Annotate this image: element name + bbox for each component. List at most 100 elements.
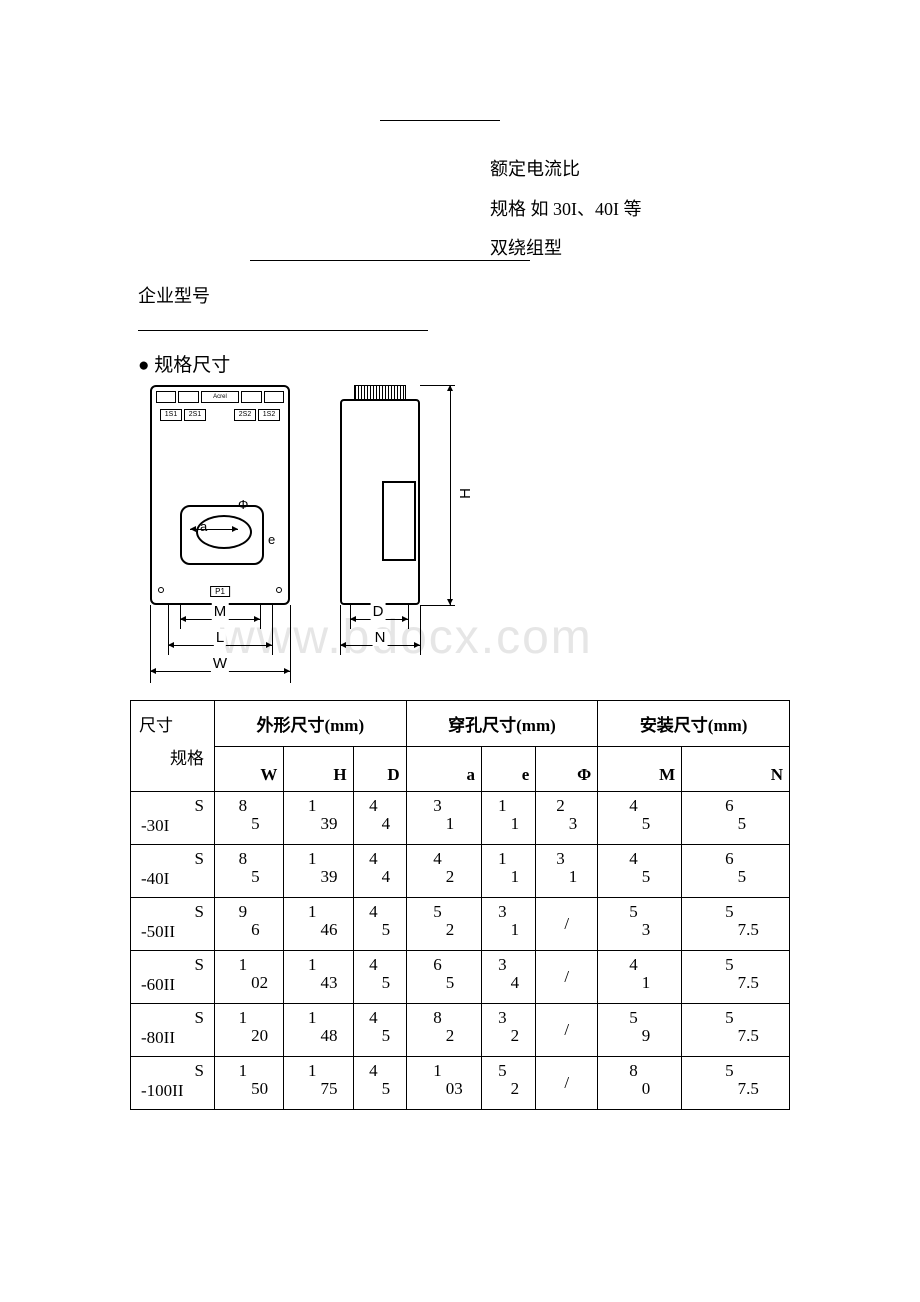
cell-d: 45 [353, 898, 406, 951]
cell-h: 143 [284, 951, 353, 1004]
cell-model: S-50II [131, 898, 215, 951]
col-n: N [682, 747, 790, 792]
cell-a: 103 [406, 1057, 481, 1110]
cell-n: 57.5 [682, 1004, 790, 1057]
cell-w: 150 [215, 1057, 284, 1110]
table-row: S-80II120148458232/5957.5 [131, 1004, 790, 1057]
cell-h: 148 [284, 1004, 353, 1057]
cell-h: 146 [284, 898, 353, 951]
col-d: D [353, 747, 406, 792]
cell-e: 32 [481, 1004, 535, 1057]
strip-seg [264, 391, 284, 403]
model-decode-labels: 额定电流比 规格 如 30I、40I 等 双绕组型 [490, 150, 642, 269]
cell-e: 11 [481, 792, 535, 845]
cell-w: 96 [215, 898, 284, 951]
col-phi: Φ [536, 747, 598, 792]
col-w: W [215, 747, 284, 792]
table-row: S-60II102143456534/4157.5 [131, 951, 790, 1004]
cell-d: 45 [353, 1057, 406, 1110]
strip-seg [156, 391, 176, 403]
label-company-model: 企业型号 [138, 282, 210, 308]
hole-plate [180, 505, 264, 565]
cell-e: 31 [481, 898, 535, 951]
table-head: 尺寸 规格 外形尺寸(mm) 穿孔尺寸(mm) 安装尺寸(mm) W H D a… [131, 701, 790, 792]
document-page: 额定电流比 规格 如 30I、40I 等 双绕组型 企业型号 ● 规格尺寸 ww… [0, 0, 920, 160]
table-row: S-30I85139443111234565 [131, 792, 790, 845]
dim-label-l: L [214, 629, 226, 646]
cell-phi: 31 [536, 845, 598, 898]
terminal: 2S1 [184, 409, 206, 421]
cell-model: S-100II [131, 1057, 215, 1110]
cell-a: 82 [406, 1004, 481, 1057]
cell-d: 45 [353, 1004, 406, 1057]
cell-phi: / [536, 1057, 598, 1110]
label-double-winding: 双绕组型 [490, 229, 642, 269]
terminal: 1S1 [160, 409, 182, 421]
strip-seg [241, 391, 261, 403]
cell-a: 31 [406, 792, 481, 845]
cell-model: S-80II [131, 1004, 215, 1057]
table-row: S-100II1501754510352/8057.5 [131, 1057, 790, 1110]
cell-phi: / [536, 898, 598, 951]
cell-e: 11 [481, 845, 535, 898]
cell-m: 45 [598, 845, 682, 898]
cell-d: 44 [353, 792, 406, 845]
cell-h: 139 [284, 845, 353, 898]
cell-w: 85 [215, 845, 284, 898]
cell-phi: / [536, 1004, 598, 1057]
terminal: 2S2 [234, 409, 256, 421]
cell-n: 57.5 [682, 898, 790, 951]
cell-d: 44 [353, 845, 406, 898]
screw-icon [158, 587, 164, 593]
cell-n: 65 [682, 845, 790, 898]
col-e: e [481, 747, 535, 792]
cell-e: 52 [481, 1057, 535, 1110]
screw-icon [276, 587, 282, 593]
dim-label-n: N [373, 629, 388, 646]
label-rated-current: 额定电流比 [490, 150, 642, 190]
dim-label-m: M [212, 603, 229, 620]
section-title-spec-dims: ● 规格尺寸 [138, 350, 230, 377]
col-header-row: W H D a e Φ M N [131, 747, 790, 792]
p1-label: P1 [210, 586, 230, 597]
cell-model: S-30I [131, 792, 215, 845]
dim-stack-front: M L W [150, 607, 310, 685]
cell-n: 57.5 [682, 951, 790, 1004]
side-view [340, 385, 420, 605]
strip-seg [178, 391, 198, 403]
cell-phi: / [536, 951, 598, 1004]
cell-m: 59 [598, 1004, 682, 1057]
col-a: a [406, 747, 481, 792]
cell-w: 102 [215, 951, 284, 1004]
underline-top [380, 120, 500, 121]
corner-top: 尺寸 [135, 707, 210, 736]
cell-m: 45 [598, 792, 682, 845]
dim-label-phi: Φ [238, 497, 248, 512]
cell-n: 57.5 [682, 1057, 790, 1110]
cell-w: 120 [215, 1004, 284, 1057]
terminal: 1S2 [258, 409, 280, 421]
ext-line [420, 605, 455, 606]
spec-table: 尺寸 规格 外形尺寸(mm) 穿孔尺寸(mm) 安装尺寸(mm) W H D a… [130, 700, 790, 1110]
cell-a: 42 [406, 845, 481, 898]
col-group-mount: 安装尺寸(mm) [598, 701, 790, 747]
cell-m: 53 [598, 898, 682, 951]
col-h: H [284, 747, 353, 792]
dim-label-a: a [200, 519, 207, 534]
cell-m: 80 [598, 1057, 682, 1110]
cell-n: 65 [682, 792, 790, 845]
underline-bottom [138, 330, 428, 331]
col-m: M [598, 747, 682, 792]
dim-label-e: e [268, 532, 275, 547]
cell-e: 34 [481, 951, 535, 1004]
cell-a: 52 [406, 898, 481, 951]
front-view: Acrel 1S1 2S1 2S2 1S2 [150, 385, 290, 605]
dim-line-h [450, 385, 451, 605]
table-row: S-40I85139444211314565 [131, 845, 790, 898]
corner-bottom: 规格 [135, 736, 210, 769]
cell-h: 139 [284, 792, 353, 845]
cell-model: S-60II [131, 951, 215, 1004]
col-group-hole: 穿孔尺寸(mm) [406, 701, 598, 747]
dimension-diagram: Acrel 1S1 2S1 2S2 1S2 [150, 385, 510, 685]
cell-d: 45 [353, 951, 406, 1004]
